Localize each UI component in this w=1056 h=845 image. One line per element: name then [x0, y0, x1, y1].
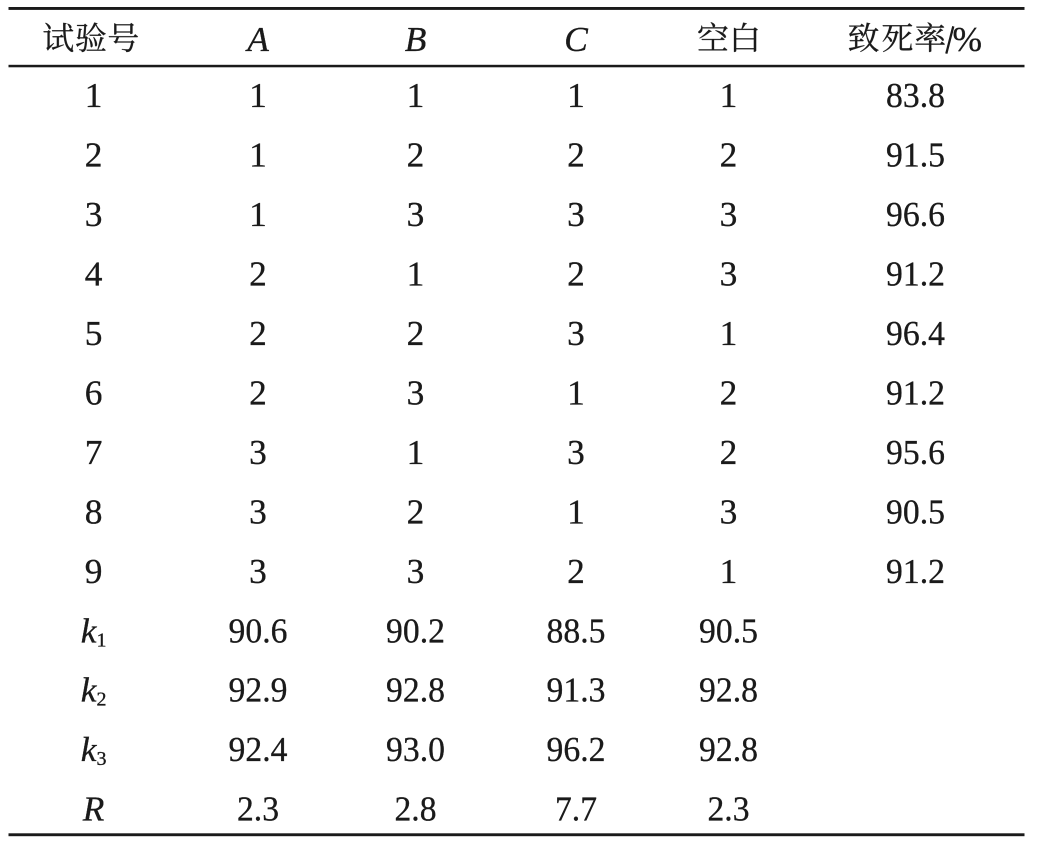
svg-text:91.3: 91.3: [547, 670, 606, 710]
svg-text:3: 3: [407, 194, 425, 234]
svg-text:3: 3: [720, 491, 738, 531]
svg-text:90.5: 90.5: [886, 491, 945, 531]
svg-text:1: 1: [720, 551, 738, 591]
svg-text:91.2: 91.2: [886, 551, 945, 591]
svg-text:90.5: 90.5: [699, 610, 758, 650]
svg-text:3: 3: [249, 432, 267, 472]
svg-text:C: C: [564, 19, 588, 59]
svg-text:3: 3: [567, 194, 585, 234]
svg-text:96.2: 96.2: [547, 729, 606, 769]
svg-text:88.5: 88.5: [547, 610, 606, 650]
svg-text:2: 2: [567, 551, 585, 591]
svg-text:4: 4: [85, 254, 103, 294]
svg-text:3: 3: [567, 432, 585, 472]
svg-text:90.6: 90.6: [229, 610, 288, 650]
svg-text:96.4: 96.4: [886, 313, 945, 353]
svg-text:B: B: [405, 19, 427, 59]
svg-text:1: 1: [407, 75, 425, 115]
svg-text:1: 1: [407, 254, 425, 294]
svg-text:92.8: 92.8: [386, 670, 445, 710]
svg-text:A: A: [245, 19, 269, 59]
svg-text:3: 3: [85, 194, 103, 234]
svg-text:90.2: 90.2: [386, 610, 445, 650]
svg-text:2: 2: [85, 135, 103, 175]
svg-text:3: 3: [407, 372, 425, 412]
svg-text:6: 6: [85, 372, 103, 412]
svg-text:83.8: 83.8: [886, 75, 945, 115]
svg-text:3: 3: [407, 551, 425, 591]
svg-text:92.8: 92.8: [699, 670, 758, 710]
svg-text:91.2: 91.2: [886, 254, 945, 294]
svg-text:8: 8: [85, 491, 103, 531]
svg-text:95.6: 95.6: [886, 432, 945, 472]
svg-text:5: 5: [85, 313, 103, 353]
svg-text:1: 1: [567, 491, 585, 531]
svg-text:2: 2: [567, 135, 585, 175]
svg-text:7.7: 7.7: [555, 789, 597, 829]
svg-text:k2: k2: [81, 670, 107, 711]
svg-text:R: R: [82, 789, 105, 829]
svg-text:3: 3: [249, 491, 267, 531]
svg-text:3: 3: [567, 313, 585, 353]
svg-text:92.8: 92.8: [699, 729, 758, 769]
svg-text:k1: k1: [81, 610, 107, 651]
svg-text:2: 2: [249, 254, 267, 294]
svg-text:3: 3: [720, 194, 738, 234]
svg-text:2: 2: [407, 135, 425, 175]
svg-text:2: 2: [407, 313, 425, 353]
svg-text:91.5: 91.5: [886, 135, 945, 175]
svg-text:2: 2: [567, 254, 585, 294]
svg-text:2: 2: [249, 372, 267, 412]
svg-text:93.0: 93.0: [386, 729, 445, 769]
svg-text:1: 1: [720, 313, 738, 353]
svg-text:2: 2: [720, 372, 738, 412]
svg-text:2: 2: [249, 313, 267, 353]
svg-text:2: 2: [407, 491, 425, 531]
svg-text:92.9: 92.9: [229, 670, 288, 710]
svg-text:91.2: 91.2: [886, 372, 945, 412]
svg-text:1: 1: [249, 194, 267, 234]
svg-text:1: 1: [720, 75, 738, 115]
svg-text:9: 9: [85, 551, 103, 591]
svg-text:92.4: 92.4: [229, 729, 288, 769]
svg-text:k3: k3: [81, 729, 107, 770]
svg-text:1: 1: [85, 75, 103, 115]
svg-text:7: 7: [85, 432, 103, 472]
svg-text:3: 3: [720, 254, 738, 294]
svg-text:96.6: 96.6: [886, 194, 945, 234]
svg-text:1: 1: [567, 75, 585, 115]
svg-text:%: %: [952, 19, 981, 59]
svg-text:2.3: 2.3: [708, 789, 750, 829]
svg-text:2.8: 2.8: [395, 789, 437, 829]
svg-text:2: 2: [720, 135, 738, 175]
svg-text:2.3: 2.3: [237, 789, 279, 829]
svg-text:1: 1: [567, 372, 585, 412]
svg-text:1: 1: [249, 135, 267, 175]
svg-text:2: 2: [720, 432, 738, 472]
svg-text:1: 1: [249, 75, 267, 115]
svg-text:1: 1: [407, 432, 425, 472]
svg-text:3: 3: [249, 551, 267, 591]
